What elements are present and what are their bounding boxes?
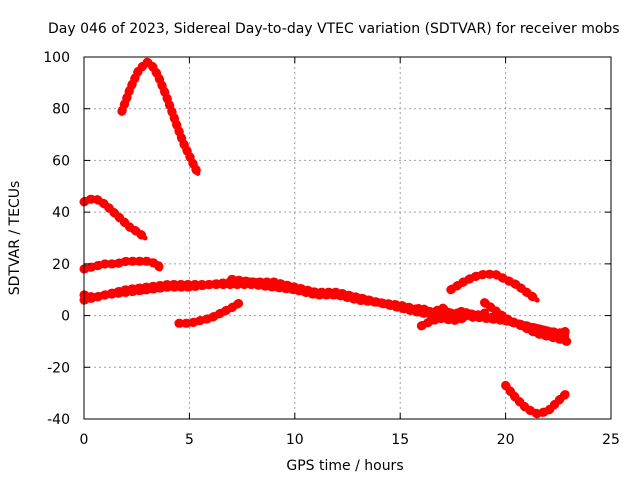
x-tick-label: 20 (497, 432, 515, 448)
y-tick-label: 40 (52, 205, 70, 221)
x-tick-label: 5 (185, 432, 194, 448)
series-markers-arc-2 (79, 194, 150, 243)
series-markers-arc-7 (227, 274, 416, 315)
y-tick-label: -20 (47, 360, 70, 376)
plot-frame (83, 56, 612, 420)
y-axis-label: SDTVAR / TECUs (7, 181, 23, 296)
y-tick-label: 0 (61, 309, 70, 325)
y-tick-label: 100 (43, 50, 70, 66)
x-tick-label: 25 (602, 432, 620, 448)
series-markers-arc-12 (501, 380, 572, 419)
x-tick-label: 10 (286, 432, 304, 448)
y-tick-label: 60 (52, 153, 70, 169)
y-tick-label: 20 (52, 257, 70, 273)
x-axis-label: GPS time / hours (286, 458, 403, 474)
series-markers-arc-9 (446, 269, 542, 305)
y-tick-label: -40 (47, 412, 70, 428)
y-tick-label: 80 (52, 102, 70, 118)
chart-title: Day 046 of 2023, Sidereal Day-to-day VTE… (48, 21, 620, 37)
series-markers-arc-3 (79, 256, 165, 274)
x-tick-label: 15 (391, 432, 409, 448)
data-series-group (79, 57, 572, 419)
axis-ticks: -40 -20 0 20 40 60 80 100 0 5 10 15 20 25 (43, 50, 620, 448)
x-tick-label: 0 (80, 432, 89, 448)
series-markers-arc-6 (174, 298, 245, 328)
grid (84, 57, 611, 419)
series-markers-arc-13 (532, 324, 572, 339)
series-markers-arc-1 (117, 57, 203, 178)
series-markers-arc-11 (480, 298, 572, 346)
series-markers-arc-8 (406, 303, 489, 323)
series-markers-arc-10 (416, 313, 468, 331)
